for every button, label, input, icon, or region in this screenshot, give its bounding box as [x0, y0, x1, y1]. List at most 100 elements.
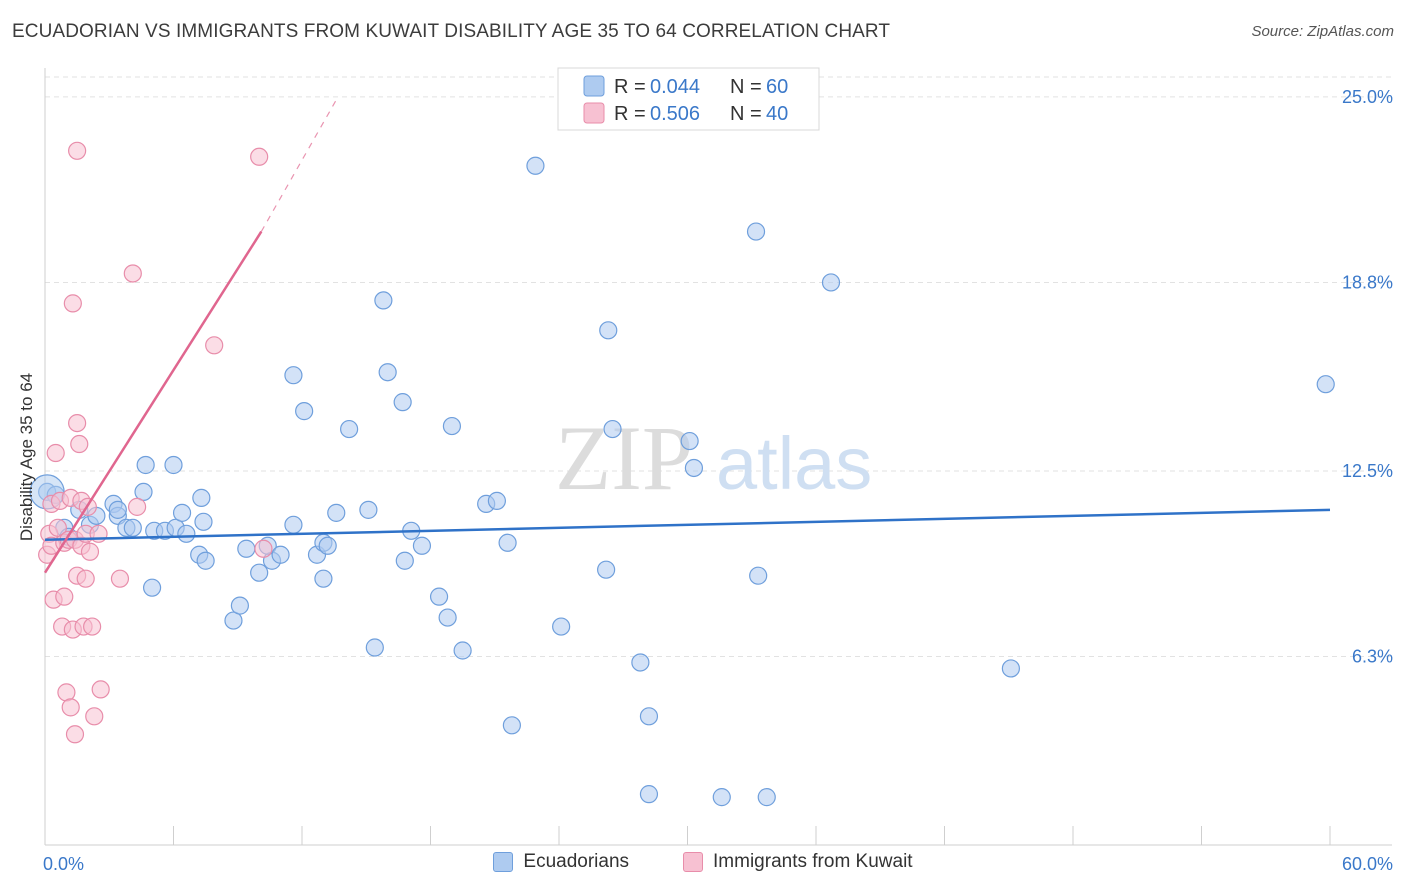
- data-point: [196, 551, 215, 570]
- data-point: [136, 455, 155, 475]
- data-point: [438, 608, 457, 627]
- legend-r-label: R =: [614, 76, 646, 98]
- data-point: [712, 788, 731, 807]
- data-point: [746, 222, 766, 241]
- legend-item-ecuadorians: Ecuadorians: [493, 851, 629, 873]
- legend-blue-swatch: [583, 75, 605, 97]
- data-point: [680, 431, 699, 451]
- kuwait-points: [38, 141, 273, 744]
- data-point: [412, 536, 432, 555]
- data-point: [284, 515, 303, 534]
- data-point: [65, 725, 85, 744]
- data-point: [250, 563, 269, 582]
- legend-top: R = 0.044 N = 60 R = 0.506 N = 40: [557, 67, 820, 131]
- data-point: [359, 500, 378, 519]
- legend-pink-swatch: [583, 102, 605, 124]
- trend-line-kuwait: [260, 99, 337, 232]
- data-point: [85, 707, 104, 726]
- data-point: [374, 291, 393, 310]
- data-point: [526, 156, 545, 175]
- data-point: [393, 393, 412, 412]
- legend-r-value: 0.044: [650, 76, 700, 98]
- legend-n-label: N =: [730, 103, 762, 125]
- data-point: [172, 503, 192, 522]
- data-point: [821, 273, 841, 292]
- legend-bottom: Ecuadorians Immigrants from Kuwait: [0, 851, 1406, 873]
- data-point: [429, 587, 449, 606]
- watermark: ZIP atlas: [555, 407, 872, 509]
- data-point: [250, 147, 269, 166]
- data-point: [237, 539, 256, 558]
- data-point: [123, 264, 142, 283]
- data-point: [177, 524, 196, 543]
- y-axis-label: Disability Age 35 to 64: [17, 373, 36, 541]
- data-point: [365, 638, 384, 657]
- data-point: [603, 419, 622, 439]
- data-point: [68, 413, 87, 433]
- data-point: [194, 512, 213, 531]
- data-point: [127, 497, 147, 516]
- source-label: Source: ZipAtlas.com: [1251, 23, 1394, 40]
- data-point: [55, 587, 74, 606]
- data-point: [318, 536, 337, 555]
- data-point: [76, 569, 95, 588]
- legend-r-label: R =: [614, 103, 646, 125]
- data-point: [123, 518, 142, 537]
- data-point: [631, 653, 650, 672]
- data-point: [327, 503, 346, 522]
- data-point: [684, 458, 704, 478]
- data-point: [254, 539, 273, 558]
- data-point: [1001, 659, 1020, 678]
- y-tick-label: 18.8%: [1342, 272, 1393, 292]
- data-point: [453, 641, 472, 660]
- data-point: [205, 336, 224, 355]
- y-tick-labels: 6.3% 12.5% 18.8% 25.0%: [1342, 87, 1393, 667]
- trend-line-kuwait: [43, 230, 263, 574]
- data-point: [487, 491, 506, 510]
- legend-n-value: 60: [766, 76, 788, 98]
- data-point: [749, 566, 768, 585]
- data-point: [110, 569, 130, 588]
- legend-label: Immigrants from Kuwait: [713, 851, 913, 872]
- data-point: [314, 569, 333, 588]
- data-point: [70, 434, 89, 454]
- data-point: [757, 788, 776, 807]
- legend-blue-swatch: [493, 852, 514, 872]
- watermark-atlas: atlas: [716, 422, 872, 505]
- axis-layer: [44, 68, 1392, 846]
- y-tick-label: 12.5%: [1342, 461, 1393, 481]
- data-point: [108, 500, 127, 519]
- data-point: [340, 419, 359, 439]
- watermark-zip: ZIP: [555, 407, 693, 509]
- data-point: [295, 402, 314, 421]
- data-point: [639, 785, 659, 804]
- chart-title: ECUADORIAN VS IMMIGRANTS FROM KUWAIT DIS…: [12, 21, 891, 42]
- data-point: [164, 455, 183, 475]
- data-point: [68, 141, 87, 160]
- grid-layer: [45, 76, 1392, 657]
- data-point: [63, 294, 82, 313]
- data-point: [378, 363, 397, 382]
- data-point: [271, 545, 290, 564]
- data-point: [57, 683, 76, 702]
- legend-item-kuwait: Immigrants from Kuwait: [683, 851, 913, 873]
- data-point: [91, 680, 110, 699]
- data-point: [599, 321, 618, 340]
- data-point: [83, 617, 102, 636]
- trend-lines: [43, 99, 1331, 574]
- data-point: [230, 596, 249, 615]
- x-tick-label: 0.0%: [43, 854, 84, 874]
- legend-n-value: 40: [766, 103, 788, 125]
- data-point: [224, 611, 243, 630]
- data-point: [80, 542, 100, 561]
- data-point: [442, 416, 462, 436]
- data-point: [142, 578, 162, 597]
- data-point: [639, 707, 659, 726]
- legend-n-label: N =: [730, 76, 762, 98]
- data-point: [395, 551, 414, 570]
- data-point: [1316, 375, 1335, 394]
- data-point: [46, 443, 65, 463]
- x-tick-labels: 0.0% 60.0%: [43, 854, 1393, 874]
- data-point: [597, 560, 616, 579]
